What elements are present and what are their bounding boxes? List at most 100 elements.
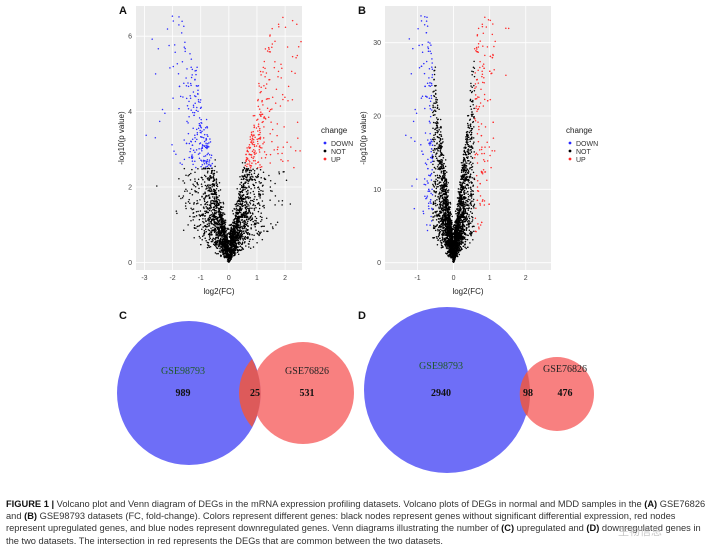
point-not xyxy=(234,214,237,217)
point-not xyxy=(285,179,288,181)
point-not xyxy=(460,162,463,164)
point-not xyxy=(193,224,196,227)
point-not xyxy=(441,138,444,140)
point-not xyxy=(247,182,249,184)
point-not xyxy=(472,104,474,106)
point-not xyxy=(240,229,243,232)
point-down xyxy=(199,129,201,132)
point-not xyxy=(252,200,255,203)
point-not xyxy=(247,197,250,200)
point-up xyxy=(246,163,248,165)
point-up xyxy=(479,66,481,69)
point-not xyxy=(464,169,467,172)
point-down xyxy=(168,44,170,47)
point-not xyxy=(220,254,222,257)
point-down xyxy=(190,157,193,159)
point-not xyxy=(469,130,472,132)
point-down xyxy=(191,74,193,76)
point-not xyxy=(472,143,475,145)
point-not xyxy=(463,236,466,238)
point-not xyxy=(466,175,468,178)
point-not xyxy=(206,201,209,203)
point-not xyxy=(468,163,470,165)
point-up xyxy=(249,164,251,167)
point-not xyxy=(211,185,213,188)
point-up xyxy=(478,226,480,228)
point-down xyxy=(175,153,177,155)
point-up xyxy=(252,138,255,141)
point-not xyxy=(465,192,467,194)
point-not xyxy=(259,215,262,218)
point-not xyxy=(254,223,257,226)
point-not xyxy=(190,220,192,222)
point-not xyxy=(469,99,472,102)
point-not xyxy=(463,193,465,196)
point-down xyxy=(201,149,203,152)
point-not xyxy=(203,200,206,203)
point-not xyxy=(211,238,214,241)
point-not xyxy=(233,254,236,257)
point-not xyxy=(240,209,242,212)
point-not xyxy=(468,214,470,216)
point-not xyxy=(438,222,440,224)
point-not xyxy=(241,201,244,203)
point-down xyxy=(431,74,434,76)
point-not xyxy=(227,251,229,253)
point-not xyxy=(237,217,240,219)
point-not xyxy=(219,238,222,241)
point-not xyxy=(242,178,244,181)
point-not xyxy=(245,178,247,181)
point-not xyxy=(219,230,221,232)
point-not xyxy=(222,201,224,204)
point-down xyxy=(178,16,180,18)
point-not xyxy=(433,180,435,183)
point-down xyxy=(431,160,434,162)
point-down xyxy=(201,144,204,146)
point-not xyxy=(232,252,234,254)
point-up xyxy=(280,63,282,65)
point-not xyxy=(197,202,199,204)
point-up xyxy=(258,151,261,153)
point-down xyxy=(184,47,186,50)
point-not xyxy=(437,185,439,188)
point-not xyxy=(232,222,234,224)
point-up xyxy=(262,120,264,123)
point-down xyxy=(425,197,427,200)
point-down xyxy=(425,20,428,22)
point-not xyxy=(207,211,209,214)
point-down xyxy=(192,111,194,114)
point-not xyxy=(432,163,434,166)
point-not xyxy=(241,227,244,230)
point-up xyxy=(480,88,482,90)
point-not xyxy=(249,216,252,218)
point-not xyxy=(241,198,243,201)
point-down xyxy=(200,106,202,109)
point-not xyxy=(249,197,252,199)
point-not xyxy=(445,245,447,248)
point-up xyxy=(475,50,477,52)
point-not xyxy=(240,190,243,193)
point-down xyxy=(161,108,164,111)
point-not xyxy=(214,218,216,220)
point-up xyxy=(271,96,274,99)
point-not xyxy=(464,144,467,146)
point-down xyxy=(410,73,413,75)
point-down xyxy=(201,160,203,162)
point-not xyxy=(217,237,220,239)
point-down xyxy=(429,108,432,110)
point-down xyxy=(191,154,193,156)
point-up xyxy=(248,146,250,148)
point-not xyxy=(212,202,214,205)
point-not xyxy=(217,221,220,224)
point-not xyxy=(235,205,237,207)
point-down xyxy=(192,163,194,166)
point-not xyxy=(444,212,447,215)
point-not xyxy=(204,184,207,187)
point-down xyxy=(193,114,195,116)
point-not xyxy=(217,245,220,248)
point-up xyxy=(476,110,478,113)
point-not xyxy=(235,237,237,240)
point-not xyxy=(248,210,251,212)
point-not xyxy=(437,230,439,232)
point-not xyxy=(473,141,475,143)
